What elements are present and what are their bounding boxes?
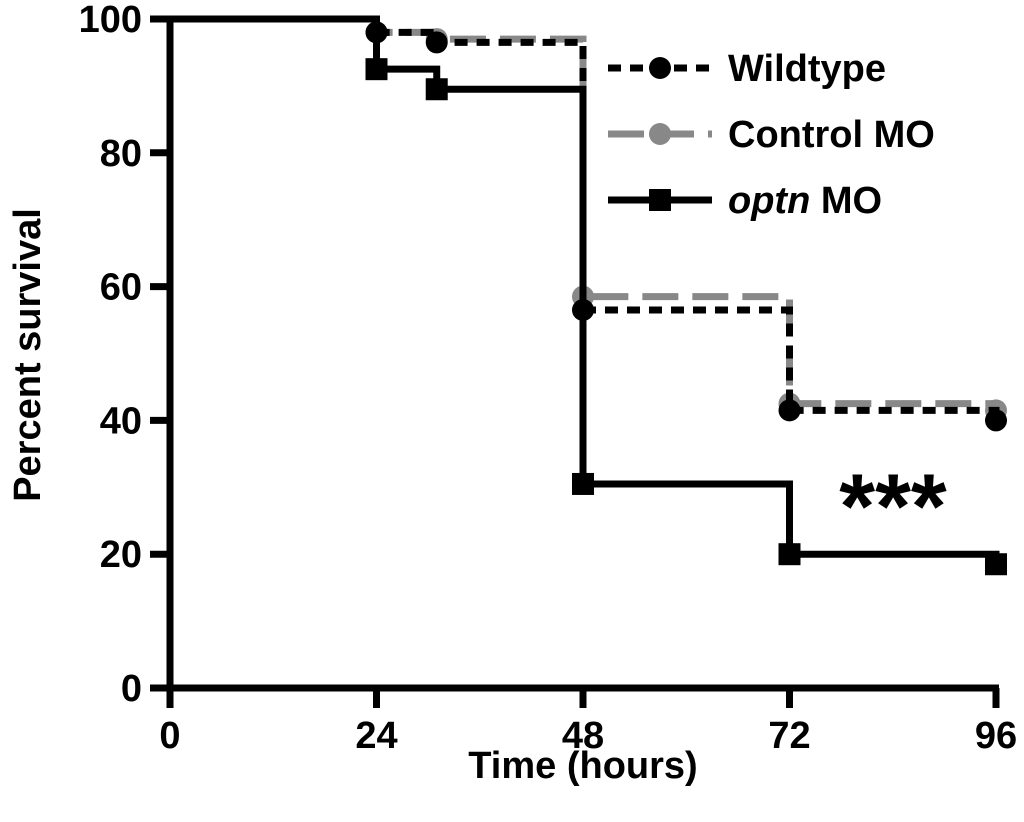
series-point-optn-mo — [985, 553, 1007, 576]
series-point-wildtype — [365, 21, 388, 44]
series-layer — [170, 15, 1007, 576]
series-point-wildtype — [572, 299, 594, 322]
x-tick-label: 48 — [562, 715, 604, 757]
series-point-wildtype — [985, 409, 1007, 432]
legend-marker-control-mo — [649, 123, 671, 145]
legend-label-control-mo: Control MO — [728, 114, 935, 156]
x-axis-title: Time (hours) — [468, 745, 697, 787]
y-tick-label: 20 — [100, 534, 142, 576]
series-point-optn-mo — [572, 472, 594, 495]
y-tick-label: 60 — [100, 267, 142, 309]
legend-label-optn-mo: optn MO — [728, 180, 882, 222]
y-tick-label: 40 — [100, 400, 142, 442]
series-line-optn-mo — [170, 15, 1000, 565]
legend: Wildtype Control MO optn MO — [608, 48, 935, 222]
y-tick-label: 80 — [100, 133, 142, 175]
series-point-optn-mo — [778, 543, 801, 566]
series-line-wildtype — [170, 15, 1000, 421]
significance-annotation: *** — [839, 456, 947, 558]
y-axis-title: Percent survival — [7, 208, 49, 502]
series-point-optn-mo — [425, 78, 448, 101]
x-tick-label: 72 — [768, 715, 810, 757]
axes-layer: 0 20 40 60 80 100 0 24 48 72 96 — [79, 0, 1018, 757]
series-point-wildtype — [425, 31, 448, 54]
x-tick-label: 96 — [975, 715, 1017, 757]
y-tick-label: 0 — [121, 668, 142, 710]
x-tick-label: 24 — [355, 715, 397, 757]
legend-marker-wildtype — [649, 57, 671, 79]
x-tick-label: 0 — [159, 715, 180, 757]
series-point-wildtype — [778, 399, 801, 422]
y-tick-label: 100 — [79, 0, 142, 41]
series-point-optn-mo — [365, 58, 388, 81]
legend-label-wildtype: Wildtype — [728, 48, 886, 90]
legend-marker-optn-mo — [649, 189, 671, 211]
